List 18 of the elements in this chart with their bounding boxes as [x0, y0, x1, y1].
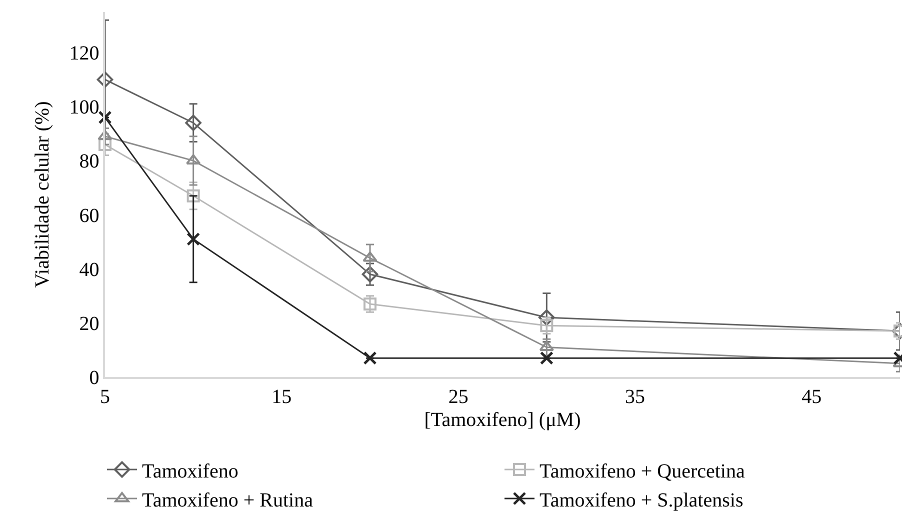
legend-label: Tamoxifeno + Quercetina [540, 460, 745, 482]
x-tick-label: 45 [802, 386, 822, 408]
legend-label: Tamoxifeno [142, 460, 238, 482]
y-tick-label: 120 [69, 42, 100, 65]
x-tick-label: 25 [448, 386, 468, 408]
y-tick-label: 60 [79, 204, 100, 227]
x-axis-title: [Tamoxifeno] (μM) [424, 408, 581, 431]
legend-label: Tamoxifeno + Rutina [142, 489, 314, 512]
x-tick-label: 15 [272, 386, 292, 408]
x-tick-label: 5 [100, 386, 110, 408]
x-tick-label: 35 [625, 386, 645, 408]
y-tick-label: 0 [89, 367, 100, 389]
y-tick-label: 80 [79, 150, 100, 173]
y-axis-title: Viabilidade celular (%) [31, 101, 54, 288]
y-tick-label: 20 [79, 312, 100, 335]
legend-label: Tamoxifeno + S.platensis [540, 489, 744, 512]
y-tick-label: 40 [79, 258, 100, 281]
y-tick-label: 100 [69, 96, 100, 119]
